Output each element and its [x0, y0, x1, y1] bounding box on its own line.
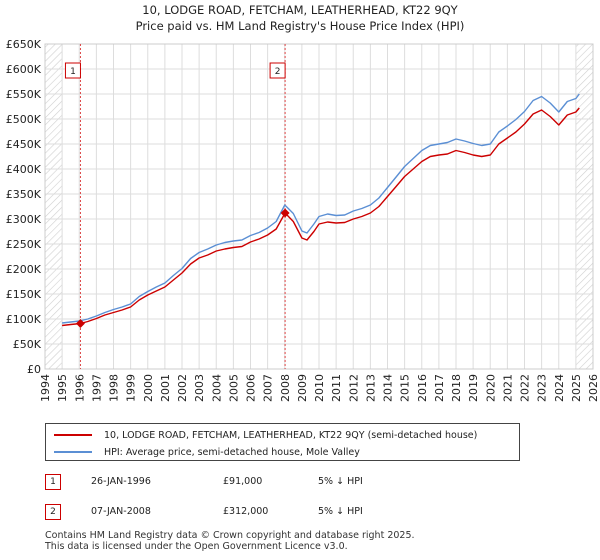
x-tick-label: 2024 — [553, 374, 566, 402]
x-tick-label: 1999 — [125, 374, 138, 402]
legend-item-hpi: HPI: Average price, semi-detached house,… — [54, 444, 360, 460]
transaction-point-marker — [280, 208, 290, 218]
transaction-label-box — [269, 62, 286, 79]
x-tick-label: 1998 — [108, 374, 121, 402]
legend-swatch-property — [54, 434, 92, 436]
transaction-label-text: 2 — [275, 67, 281, 77]
x-tick-label: 2013 — [364, 374, 377, 402]
x-tick-label: 2001 — [159, 374, 172, 402]
x-tick-label: 1996 — [73, 374, 86, 402]
legend-item-property: 10, LODGE ROAD, FETCHAM, LEATHERHEAD, KT… — [54, 427, 477, 443]
x-tick-label: 2012 — [347, 374, 360, 402]
plot-frame — [44, 43, 594, 370]
x-tick-label: 2020 — [484, 374, 497, 402]
y-tick-label: £600K — [6, 63, 42, 76]
x-tick-label: 2017 — [433, 374, 446, 402]
series-line-property — [62, 107, 580, 327]
x-tick-label: 2016 — [416, 374, 429, 402]
x-tick-label: 2025 — [570, 374, 583, 402]
y-tick-label: £400K — [6, 163, 42, 176]
legend: 10, LODGE ROAD, FETCHAM, LEATHERHEAD, KT… — [45, 423, 520, 461]
transaction-label-text: 1 — [70, 67, 76, 77]
footer-line-copyright: Contains HM Land Registry data © Crown c… — [45, 530, 415, 541]
x-tick-label: 2000 — [142, 374, 155, 402]
y-tick-label: £450K — [6, 138, 42, 151]
x-tick-label: 2018 — [450, 374, 463, 402]
transaction-date: 26-JAN-1996 — [91, 476, 151, 487]
x-tick-label: 2002 — [176, 374, 189, 402]
y-tick-label: £100K — [6, 313, 42, 326]
x-tick-label: 1994 — [39, 374, 52, 402]
legend-swatch-hpi — [54, 451, 92, 453]
y-tick-label: £350K — [6, 188, 42, 201]
y-tick-label: £50K — [13, 338, 42, 351]
y-tick-label: £300K — [6, 213, 42, 226]
x-tick-label: 2004 — [210, 374, 223, 402]
legend-label-property: 10, LODGE ROAD, FETCHAM, LEATHERHEAD, KT… — [104, 429, 478, 441]
x-tick-label: 2006 — [245, 374, 258, 402]
transaction-hpi-diff: 5% ↓ HPI — [318, 506, 363, 517]
y-tick-label: £650K — [6, 38, 42, 51]
grid-lines — [44, 43, 594, 370]
series-line-hpi — [62, 93, 580, 324]
hatch-region-before — [45, 44, 63, 369]
y-tick-labels: £0 £50K £100K £150K £200K £250K £300K £350K £400… — [6, 38, 42, 376]
x-tick-label: 2022 — [519, 374, 532, 402]
y-tick-label: £0 — [27, 363, 41, 376]
x-tick-label: 1997 — [90, 374, 103, 402]
transaction-price: £312,000 — [223, 506, 269, 517]
x-tick-label: 2007 — [262, 374, 275, 402]
x-tick-label: 2009 — [296, 374, 309, 402]
x-tick-label: 2015 — [399, 374, 412, 402]
transaction-label-box — [64, 62, 81, 79]
projection-hatch-areas — [45, 44, 593, 369]
x-tick-label: 2003 — [193, 374, 206, 402]
legend-label-hpi: HPI: Average price, semi-detached house,… — [104, 446, 360, 458]
transaction-date: 07-JAN-2008 — [91, 506, 151, 517]
transaction-point-marker — [75, 319, 85, 328]
y-tick-label: £200K — [6, 263, 42, 276]
chart-title: 10, LODGE ROAD, FETCHAM, LEATHERHEAD, KT… — [142, 3, 458, 17]
x-tick-label: 2014 — [382, 374, 395, 402]
x-tick-label: 2021 — [501, 374, 514, 402]
series-lines — [62, 93, 580, 327]
x-tick-label: 2011 — [330, 374, 343, 402]
x-tick-label: 2008 — [279, 374, 292, 402]
x-tick-label: 2023 — [536, 374, 549, 402]
transaction-vertical-lines — [79, 44, 286, 369]
x-tick-label: 2026 — [587, 374, 600, 402]
price-chart: 10, LODGE ROAD, FETCHAM, LEATHERHEAD, KT… — [6, 3, 600, 402]
chart-subtitle: Price paid vs. HM Land Registry's House … — [136, 19, 465, 33]
transaction-hpi-diff: 5% ↓ HPI — [318, 476, 363, 487]
y-tick-label: £250K — [6, 238, 42, 251]
transaction-price: £91,000 — [223, 476, 263, 487]
y-tick-label: £500K — [6, 113, 42, 126]
x-tick-label: 2019 — [467, 374, 480, 402]
x-tick-label: 1995 — [56, 374, 69, 402]
x-tick-label: 2005 — [227, 374, 240, 402]
x-tick-label: 2010 — [313, 374, 326, 402]
footer-attribution: Contains HM Land Registry data © Crown c… — [45, 530, 415, 552]
hatch-region-after — [575, 44, 593, 369]
x-tick-labels: 1994 1995 1996 1997 1998 1999 2000 2001 2002 2003… — [39, 374, 600, 402]
transaction-number-badge: 2 — [45, 504, 61, 520]
y-tick-label: £550K — [6, 88, 42, 101]
y-tick-label: £150K — [6, 288, 42, 301]
transaction-number-badge: 1 — [45, 474, 61, 490]
footer-line-licence: This data is licensed under the Open Gov… — [45, 541, 348, 552]
